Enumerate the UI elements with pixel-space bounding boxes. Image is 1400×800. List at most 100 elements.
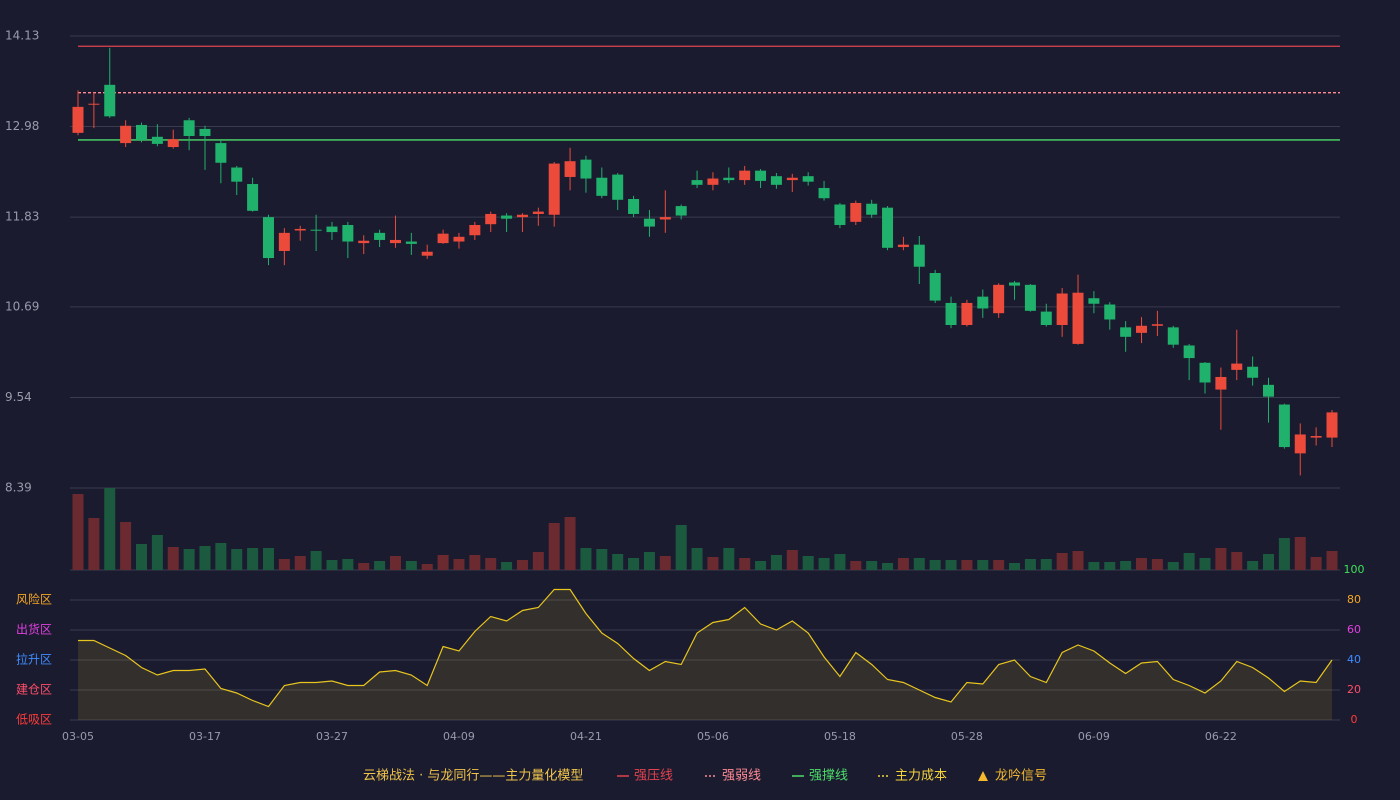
y-tick-label: 14.13: [5, 29, 39, 43]
candle-body: [707, 178, 719, 185]
candle-body: [231, 167, 243, 182]
candle-body: [897, 244, 909, 248]
volume-bar: [1167, 562, 1179, 570]
volume-bar: [405, 561, 417, 570]
volume-bar: [532, 552, 544, 570]
volume-bar: [501, 562, 513, 570]
volume-bar: [1199, 558, 1211, 570]
candle-body: [1310, 436, 1322, 438]
candle-body: [1167, 327, 1179, 345]
legend-label: 强弱线: [722, 769, 761, 784]
candle-body: [1294, 434, 1306, 454]
candle-body: [1326, 412, 1338, 438]
volume-bar: [786, 550, 798, 570]
candle-body: [199, 128, 211, 137]
candle-body: [469, 224, 481, 236]
candle-body: [501, 215, 513, 219]
volume-bar: [739, 558, 751, 570]
volume-bar: [1294, 537, 1306, 570]
candle-body: [310, 229, 322, 231]
volume-bar: [564, 517, 576, 570]
candle-body: [278, 232, 290, 251]
volume-bar: [834, 554, 846, 570]
x-tick-label: 03-17: [189, 730, 221, 743]
legend-label: 主力成本: [895, 769, 947, 784]
candle-body: [167, 139, 179, 148]
candle-body: [675, 206, 687, 216]
osc-tick-label: 60: [1347, 623, 1361, 636]
candle-body: [294, 228, 306, 231]
candle-body: [802, 176, 814, 182]
volume-bar: [691, 548, 703, 570]
zone-label: 建仓区: [16, 683, 52, 697]
volume-bar: [659, 556, 671, 570]
y-tick-label: 11.83: [5, 210, 39, 224]
x-tick-label: 04-09: [443, 730, 475, 743]
candle-body: [88, 103, 100, 105]
volume-bar: [104, 488, 116, 570]
volume-bar: [961, 560, 973, 570]
volume-bar: [929, 560, 941, 570]
candle-body: [1040, 311, 1052, 325]
osc-area: [78, 589, 1332, 720]
volume-bar: [675, 525, 687, 570]
candle-body: [135, 124, 147, 140]
volume-bar: [1326, 551, 1338, 570]
volume-bar: [326, 560, 338, 570]
candle-body: [374, 232, 386, 240]
volume-bar: [215, 543, 227, 570]
candle-body: [882, 207, 894, 248]
candle-body: [1247, 366, 1259, 378]
volume-bar: [88, 518, 100, 570]
volume-bar: [1247, 561, 1259, 570]
candle-body: [548, 163, 560, 215]
candle-body: [770, 176, 782, 185]
volume-bar: [342, 559, 354, 570]
volume-bar: [1072, 551, 1084, 570]
volume-bar: [628, 558, 640, 570]
candle-body: [1199, 362, 1211, 383]
candle-body: [977, 296, 989, 309]
legend-label: 强压线: [634, 769, 673, 784]
volume-bar: [469, 555, 481, 570]
volume-bar: [516, 560, 528, 570]
candle-body: [405, 241, 417, 244]
osc-tick-label: 40: [1347, 653, 1361, 666]
candle-body: [786, 177, 798, 181]
volume-bar: [183, 549, 195, 570]
legend-swatch: [978, 771, 988, 781]
candle-body: [358, 240, 370, 244]
legend-title: 云梯战法 · 与龙同行——主力量化模型: [363, 769, 583, 784]
volume-bar: [1215, 548, 1227, 570]
candle-body: [104, 84, 116, 117]
candle-body: [929, 273, 941, 301]
volume-bar: [389, 556, 401, 570]
candle-body: [183, 120, 195, 137]
candle-body: [834, 204, 846, 225]
volume-bar: [1009, 563, 1021, 570]
candle-body: [723, 177, 735, 181]
candle-body: [1278, 404, 1290, 448]
volume-bar: [1024, 559, 1036, 570]
volume-bar: [485, 558, 497, 570]
volume-bar: [580, 548, 592, 570]
x-tick-label: 05-18: [824, 730, 856, 743]
osc-tick-label: 20: [1347, 683, 1361, 696]
x-tick-label: 06-22: [1205, 730, 1237, 743]
volume-bar: [596, 549, 608, 570]
zone-label: 拉升区: [16, 652, 52, 667]
candle-body: [691, 180, 703, 185]
volume-bar: [643, 552, 655, 570]
candle-body: [913, 244, 925, 267]
candle-body: [628, 199, 640, 214]
legend-label: 强撑线: [809, 769, 848, 784]
volume-bar: [374, 561, 386, 570]
candle-body: [72, 106, 84, 133]
volume-bar: [882, 563, 894, 570]
candle-body: [421, 251, 433, 256]
candle-body: [564, 161, 576, 177]
volume-bar: [120, 522, 132, 570]
osc-tick-label: 80: [1347, 593, 1361, 606]
volume-bar: [770, 555, 782, 570]
